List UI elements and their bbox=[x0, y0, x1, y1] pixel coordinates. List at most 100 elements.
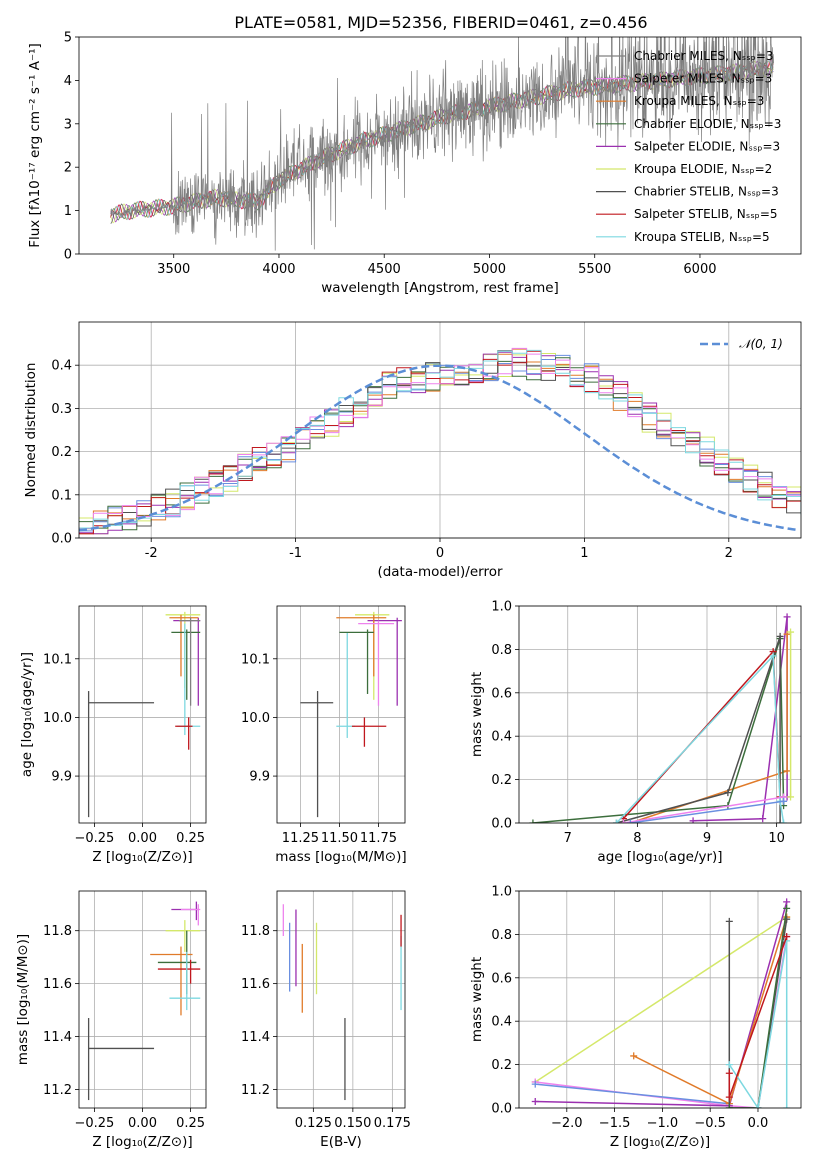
y-tick-label: 0.6 bbox=[491, 971, 512, 986]
y-axis-label: mass weight bbox=[469, 957, 485, 1042]
y-tick-label: 1.0 bbox=[491, 600, 512, 615]
x-axis-label: wavelength [Angstrom, rest frame] bbox=[321, 280, 559, 296]
panels: 3500 4000 4500 5000 5500 6000 0 1 2 3 4 5 wavelength… bbox=[15, 31, 802, 1150]
mass-weight-marker bbox=[612, 819, 620, 823]
legend-label: Chabrier ELODIE, Nₛₛₚ=3 bbox=[634, 117, 781, 131]
x-tick-label: 11.50 bbox=[321, 831, 358, 846]
mass-weight-line bbox=[728, 940, 788, 1108]
x-axis-label: Z [log₁₀(Z/Z⊙)] bbox=[610, 1134, 710, 1150]
y-tick-label: 10.0 bbox=[43, 711, 72, 726]
x-tick-label: 10 bbox=[768, 831, 785, 846]
y-tick-label: 0.1 bbox=[51, 488, 72, 503]
x-tick-label: 0.125 bbox=[295, 1116, 332, 1131]
y-tick-label: 11.8 bbox=[241, 924, 270, 939]
mass-weight-marker bbox=[531, 1097, 539, 1105]
panel-mass-vs-ebv: 0.125 0.150 0.175 11.2 11.4 11.6 11.8 E(B-V) bbox=[241, 890, 411, 1150]
panel-age-vs-Z: −0.25 0.00 0.25 9.9 10.0 10.1 Z [log₁₀(Z/Z⊙)] a… bbox=[19, 605, 207, 865]
figure-title: PLATE=0581, MJD=52356, FIBERID=0461, z=0… bbox=[234, 13, 647, 32]
y-tick-label: 11.8 bbox=[43, 924, 72, 939]
residual-histogram bbox=[79, 348, 801, 535]
legend-label: 𝒩(0, 1) bbox=[739, 337, 783, 351]
y-tick-label: 0.2 bbox=[491, 773, 512, 788]
normal-curve bbox=[79, 364, 799, 532]
y-axis-label: Flux [fλ10⁻¹⁷ erg cm⁻² s⁻¹ A⁻¹] bbox=[27, 43, 43, 248]
data-spectrum-line bbox=[110, 37, 774, 251]
plot-area bbox=[87, 611, 201, 818]
x-axis-label: Z [log₁₀(Z/Z⊙)] bbox=[92, 1134, 192, 1150]
mass-weight-marker bbox=[725, 1061, 733, 1069]
y-tick-label: 0.2 bbox=[51, 445, 72, 460]
residual-histogram bbox=[79, 351, 801, 535]
mass-weight-marker bbox=[630, 1052, 638, 1060]
mass-weight-marker bbox=[776, 632, 784, 640]
x-tick-label: 7 bbox=[564, 831, 572, 846]
axes-frame bbox=[276, 890, 406, 1109]
mass-weight-marker bbox=[619, 819, 627, 823]
x-tick-label: 11.75 bbox=[360, 831, 397, 846]
y-tick-label: 0.2 bbox=[491, 1058, 512, 1073]
x-tick-label: 3500 bbox=[157, 262, 190, 277]
x-tick-label: 8 bbox=[633, 831, 641, 846]
axes-frame bbox=[78, 605, 207, 824]
mass-weight-marker bbox=[754, 1104, 762, 1108]
plot-area bbox=[529, 613, 795, 823]
x-tick-label: −2.0 bbox=[551, 1116, 583, 1131]
mass-weight-marker bbox=[783, 933, 791, 941]
mass-weight-marker bbox=[783, 904, 791, 912]
x-tick-label: -2 bbox=[145, 546, 158, 561]
x-tick-label: −0.25 bbox=[74, 831, 114, 846]
y-tick-label: 0.4 bbox=[491, 730, 512, 745]
mass-weight-line bbox=[623, 796, 784, 823]
axes-frame bbox=[276, 605, 406, 824]
y-tick-label: 11.2 bbox=[43, 1083, 72, 1098]
plot-area bbox=[110, 37, 774, 251]
x-tick-label: −0.5 bbox=[694, 1116, 726, 1131]
mass-weight-marker bbox=[783, 767, 791, 775]
y-tick-label: 11.6 bbox=[43, 977, 72, 992]
y-tick-label: 11.2 bbox=[241, 1083, 270, 1098]
x-axis-label: (data-model)/error bbox=[377, 564, 503, 580]
legend-label: Kroupa MILES, Nₛₛₚ=3 bbox=[634, 94, 764, 108]
mass-weight-marker bbox=[529, 819, 537, 823]
y-tick-label: 0.6 bbox=[491, 686, 512, 701]
panel-residuals: -2 -1 0 1 2 0.0 0.1 0.2 0.3 0.4 (data-model)/error… bbox=[23, 321, 802, 580]
residual-histogram bbox=[79, 357, 801, 531]
x-tick-label: 0.00 bbox=[128, 831, 157, 846]
legend-label: Chabrier MILES, Nₛₛₚ=3 bbox=[634, 49, 774, 63]
y-tick-label: 5 bbox=[64, 31, 72, 46]
x-axis-label: Z [log₁₀(Z/Z⊙)] bbox=[92, 849, 192, 865]
y-axis-label: mass [log₁₀(M/M⊙)] bbox=[15, 934, 31, 1065]
y-tick-label: 1.0 bbox=[491, 885, 512, 900]
legend-label: Kroupa STELIB, Nₛₛₚ=5 bbox=[634, 230, 770, 244]
mass-weight-line bbox=[616, 636, 781, 823]
y-tick-label: 3 bbox=[64, 117, 72, 132]
panel-mass-vs-Z: −0.25 0.00 0.25 11.2 11.4 11.6 11.8 Z [log₁₀(Z/… bbox=[15, 890, 207, 1150]
plot-area bbox=[79, 347, 801, 535]
x-axis-label: age [log₁₀(age/yr)] bbox=[597, 849, 722, 865]
x-tick-label: 2 bbox=[725, 546, 733, 561]
mass-weight-line bbox=[535, 1083, 730, 1105]
axes-frame bbox=[78, 890, 207, 1109]
x-axis-label: mass [log₁₀(M/M⊙)] bbox=[275, 849, 406, 865]
panel-spectrum: 3500 4000 4500 5000 5500 6000 0 1 2 3 4 5 wavelength… bbox=[27, 31, 802, 296]
mass-weight-marker bbox=[780, 819, 788, 823]
x-tick-label: 1 bbox=[580, 546, 588, 561]
y-tick-label: 0.4 bbox=[491, 1015, 512, 1030]
plot-area bbox=[87, 901, 201, 1101]
y-tick-label: 11.4 bbox=[43, 1030, 72, 1045]
mass-weight-marker bbox=[626, 819, 634, 823]
legend-label: Salpeter MILES, Nₛₛₚ=3 bbox=[634, 72, 772, 86]
y-tick-label: 4 bbox=[64, 74, 72, 89]
panel-age-vs-mass: 11.25 11.50 11.75 9.9 10.0 10.1 mass [log₁₀(M/… bbox=[241, 605, 407, 865]
y-tick-label: 0.4 bbox=[51, 359, 72, 374]
x-tick-label: 5500 bbox=[578, 262, 611, 277]
y-tick-label: 11.6 bbox=[241, 977, 270, 992]
x-tick-label: 9 bbox=[703, 831, 711, 846]
mass-weight-marker bbox=[689, 817, 697, 823]
plot-area bbox=[282, 904, 402, 1101]
plot-area bbox=[300, 611, 402, 818]
mass-weight-marker bbox=[783, 613, 791, 621]
x-tick-label: −1.5 bbox=[599, 1116, 631, 1131]
mass-weight-marker bbox=[780, 797, 788, 805]
